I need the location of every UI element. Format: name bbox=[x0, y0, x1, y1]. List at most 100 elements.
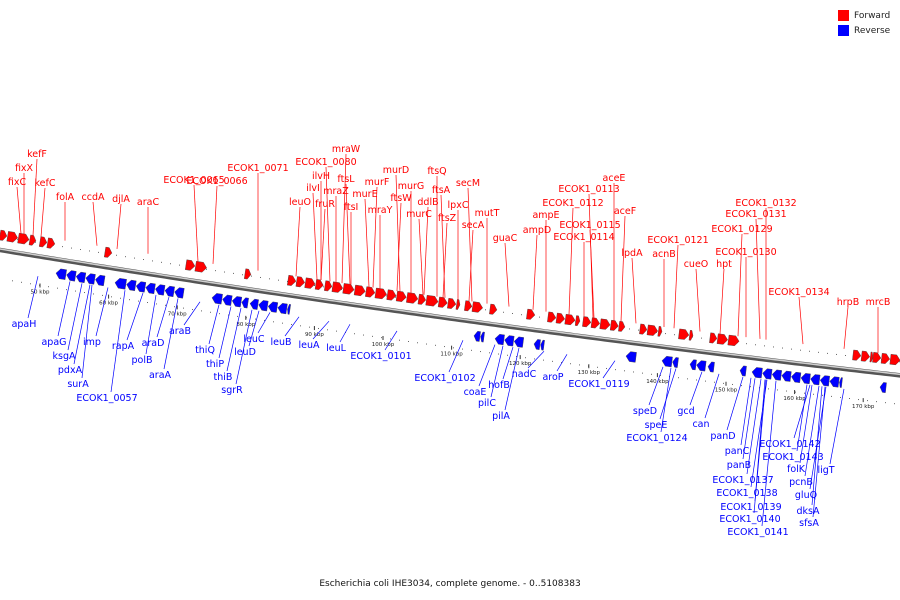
forward-gene-label: aceE bbox=[603, 173, 626, 184]
ruler-dot bbox=[129, 299, 130, 301]
gene-arrow bbox=[55, 268, 67, 280]
gene-arrow bbox=[646, 324, 658, 336]
forward-swatch bbox=[838, 10, 849, 21]
label-leader bbox=[212, 185, 218, 264]
forward-gene-label: fruR bbox=[315, 199, 335, 210]
label-leader bbox=[799, 385, 813, 464]
forward-gene-label: ECOK1_0112 bbox=[542, 198, 603, 209]
ruler-dot bbox=[741, 385, 742, 387]
label-leader bbox=[490, 345, 504, 398]
ruler-dot bbox=[201, 310, 202, 312]
reverse-gene bbox=[287, 304, 291, 315]
label-leader bbox=[504, 347, 520, 411]
gene-arrow bbox=[657, 326, 663, 337]
ruler-dot bbox=[444, 346, 445, 348]
ruler-dot bbox=[831, 395, 832, 397]
ruler-dot bbox=[75, 290, 76, 292]
label-leader bbox=[755, 218, 761, 339]
reverse-gene-label: leuA bbox=[298, 340, 320, 351]
forward-gene bbox=[889, 354, 900, 366]
forward-gene-label: fixC bbox=[8, 177, 27, 188]
label-leader bbox=[648, 366, 664, 406]
gene-arrow bbox=[249, 298, 259, 310]
forward-gene bbox=[547, 311, 557, 323]
reverse-gene-label: ECOK1_0137 bbox=[712, 475, 773, 486]
reverse-gene-label: leuB bbox=[270, 337, 291, 348]
ruler-dot bbox=[714, 381, 715, 383]
forward-gene bbox=[194, 261, 207, 273]
reverse-gene-label: sfsA bbox=[799, 518, 819, 529]
forward-gene bbox=[464, 300, 473, 312]
ruler-dot bbox=[768, 388, 769, 390]
gene-arrow bbox=[540, 339, 545, 351]
ruler-dot bbox=[827, 352, 828, 354]
ruler-dot bbox=[773, 346, 774, 348]
forward-gene-label: ftsQ bbox=[427, 166, 446, 177]
ruler-dot bbox=[813, 393, 814, 395]
ruler-dot bbox=[867, 400, 868, 402]
reverse-gene-label: leuL bbox=[326, 343, 347, 354]
forward-gene bbox=[526, 308, 536, 320]
forward-gene bbox=[657, 326, 663, 337]
gene-arrow bbox=[526, 308, 536, 320]
gene-arrow bbox=[494, 334, 505, 346]
label-leader bbox=[753, 379, 767, 514]
forward-gene-label: ECOK1_0132 bbox=[735, 198, 796, 209]
forward-gene bbox=[555, 312, 565, 324]
ruler-dot bbox=[233, 272, 234, 274]
ruler-dot bbox=[21, 281, 22, 283]
forward-gene-label: ftsW bbox=[390, 193, 412, 204]
forward-gene-label: ftsA bbox=[432, 185, 451, 196]
forward-gene bbox=[6, 231, 18, 243]
label-leader bbox=[843, 306, 849, 349]
label-leader bbox=[556, 354, 568, 372]
label-leader bbox=[740, 377, 752, 446]
ruler-dot bbox=[512, 312, 513, 314]
reverse-gene-label: pdxA bbox=[58, 365, 83, 376]
reverse-gene bbox=[672, 357, 679, 368]
reverse-gene-label: ECOK1_0141 bbox=[727, 527, 788, 538]
label-leader bbox=[193, 184, 199, 262]
forward-gene-label: mraY bbox=[368, 205, 393, 216]
forward-gene-label: hpt bbox=[716, 259, 732, 270]
label-leader bbox=[673, 244, 679, 329]
reverse-gene-label: panC bbox=[725, 446, 750, 457]
gene-arrow bbox=[800, 373, 811, 385]
reverse-gene bbox=[781, 370, 792, 382]
gene-arrow bbox=[194, 261, 207, 273]
ruler-dot bbox=[314, 284, 315, 286]
scale-tick-label: 170 kbp bbox=[852, 404, 875, 410]
forward-gene-label: kefC bbox=[35, 178, 56, 189]
forward-gene-label: ECOK1_0071 bbox=[227, 163, 288, 174]
forward-gene bbox=[287, 274, 297, 286]
reverse-gene-label: thiB bbox=[214, 372, 233, 383]
ruler-dot bbox=[822, 394, 823, 396]
gene-arrow bbox=[6, 231, 18, 243]
forward-gene bbox=[852, 349, 862, 361]
gene-arrow bbox=[66, 270, 77, 282]
ruler-dot bbox=[539, 316, 540, 318]
label-leader bbox=[372, 186, 378, 288]
label-leader bbox=[257, 312, 271, 334]
forward-gene-label: aceF bbox=[614, 206, 636, 217]
reverse-gene bbox=[625, 351, 637, 363]
ruler-dot bbox=[242, 274, 243, 276]
forward-gene-label: murE bbox=[352, 189, 377, 200]
ruler-dot bbox=[120, 297, 121, 299]
ruler-dot bbox=[287, 280, 288, 282]
gene-arrow bbox=[533, 339, 541, 350]
reverse-gene-label: hofB bbox=[488, 380, 510, 391]
ruler-dot bbox=[251, 275, 252, 277]
reverse-gene-label: speE bbox=[645, 420, 668, 431]
gene-arrow bbox=[707, 361, 715, 373]
label-leader bbox=[812, 386, 826, 518]
forward-gene-label: ECOK1_0121 bbox=[647, 235, 708, 246]
forward-gene bbox=[353, 284, 366, 297]
legend-forward: Forward bbox=[838, 8, 890, 23]
ruler-dot bbox=[134, 257, 135, 259]
reverse-gene bbox=[829, 376, 840, 388]
gene-arrow bbox=[609, 319, 619, 331]
backbone-highlight bbox=[0, 248, 900, 376]
forward-gene bbox=[304, 277, 316, 289]
forward-gene-label: ECOK1_0066 bbox=[186, 176, 247, 187]
